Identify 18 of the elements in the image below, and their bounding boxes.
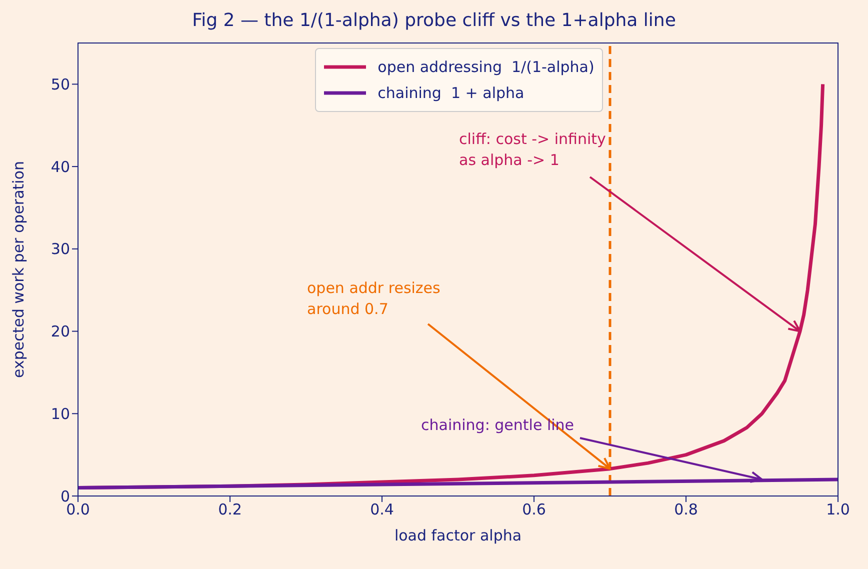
annotation: open addr resizes around 0.7 [307, 279, 441, 318]
y-tick-label: 20 [50, 322, 70, 341]
y-tick-label: 40 [50, 158, 70, 176]
x-axis-title: load factor alpha [394, 526, 522, 545]
y-axis-title: expected work per operation [9, 160, 28, 378]
chart-title: Fig 2 — the 1/(1-alpha) probe cliff vs the 1+alpha line [191, 10, 677, 31]
x-tick-label: 0.6 [522, 500, 546, 519]
x-tick-label: 0.4 [370, 500, 394, 519]
x-tick-label: 0.8 [674, 500, 698, 519]
x-tick-label: 1.0 [826, 500, 850, 519]
x-tick-label: 0.2 [218, 500, 242, 519]
y-tick-label: 50 [50, 76, 70, 94]
x-tick-label: 0.0 [66, 500, 90, 519]
y-tick-label: 10 [50, 404, 70, 423]
legend-label: chaining 1 + alpha [378, 84, 524, 102]
legend-label: open addressing 1/(1-alpha) [378, 58, 594, 76]
annotation: cliff: cost -> infinity as alpha -> 1 [459, 130, 606, 169]
y-tick-label: 30 [50, 240, 70, 258]
